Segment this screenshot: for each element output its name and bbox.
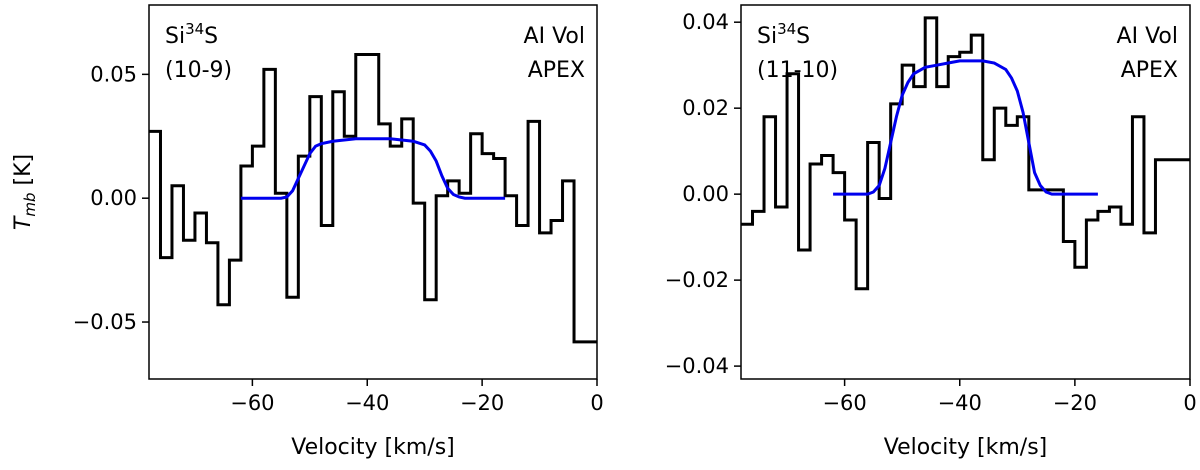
y-tick-label: 0.00 xyxy=(682,182,729,206)
y-tick-label: 0.02 xyxy=(682,96,729,120)
telescope-label: APEX xyxy=(1121,58,1178,83)
molecule-element: Si xyxy=(165,24,185,49)
y-axis-label: Tmb [K] xyxy=(11,154,39,230)
plot-area xyxy=(741,16,1190,291)
x-axis-label: Velocity [km/s] xyxy=(884,435,1048,460)
transition-label: (11-10) xyxy=(757,58,838,83)
panel-left: −60 −40 −20 0 −0.05 0.00 0.05 Velocity [km/s] Tm… xyxy=(11,4,604,460)
molecule-label: Si34S xyxy=(757,20,810,49)
x-tick-label: −40 xyxy=(938,391,982,415)
x-tick-label: −20 xyxy=(460,391,504,415)
y-tick-label: −0.04 xyxy=(665,354,729,378)
y-axis-label-subscript: mb xyxy=(21,193,39,217)
series-observed-line xyxy=(149,53,597,344)
y-tick-label: 0.00 xyxy=(90,186,137,210)
series-model-line xyxy=(240,137,506,200)
source-label: AI Vol xyxy=(1117,24,1178,49)
plot-frame xyxy=(740,4,1191,380)
panel-right: −60 −40 −20 0 −0.04 −0.02 0.00 0.02 0.04 Velocity… xyxy=(665,4,1197,460)
x-tick-label: −20 xyxy=(1053,391,1097,415)
y-tick-label: 0.04 xyxy=(682,10,729,34)
molecule-atom: S xyxy=(204,24,218,49)
y-tick-label: 0.05 xyxy=(90,62,137,86)
series-model-line xyxy=(833,59,1098,196)
series-observed-line xyxy=(741,16,1190,291)
y-axis-label-unit: [K] xyxy=(11,154,36,193)
x-tick-label: −60 xyxy=(230,391,274,415)
plot-area xyxy=(149,53,597,344)
molecule-isotope: 34 xyxy=(777,20,796,38)
x-tick-label: −40 xyxy=(345,391,389,415)
x-axis-label: Velocity [km/s] xyxy=(291,435,455,460)
x-tick-label: −60 xyxy=(822,391,866,415)
x-tick-label: 0 xyxy=(590,391,603,415)
x-tick-label: 0 xyxy=(1183,391,1196,415)
molecule-label: Si34S xyxy=(165,20,218,49)
molecule-element: Si xyxy=(757,24,777,49)
source-label: AI Vol xyxy=(524,24,585,49)
molecule-isotope: 34 xyxy=(185,20,204,38)
y-tick-label: −0.02 xyxy=(665,268,729,292)
molecule-atom: S xyxy=(796,24,810,49)
y-axis-label-symbol: T xyxy=(11,215,36,230)
y-tick-label: −0.05 xyxy=(73,310,137,334)
plot-frame xyxy=(148,4,598,380)
telescope-label: APEX xyxy=(528,58,585,83)
transition-label: (10-9) xyxy=(165,58,232,83)
